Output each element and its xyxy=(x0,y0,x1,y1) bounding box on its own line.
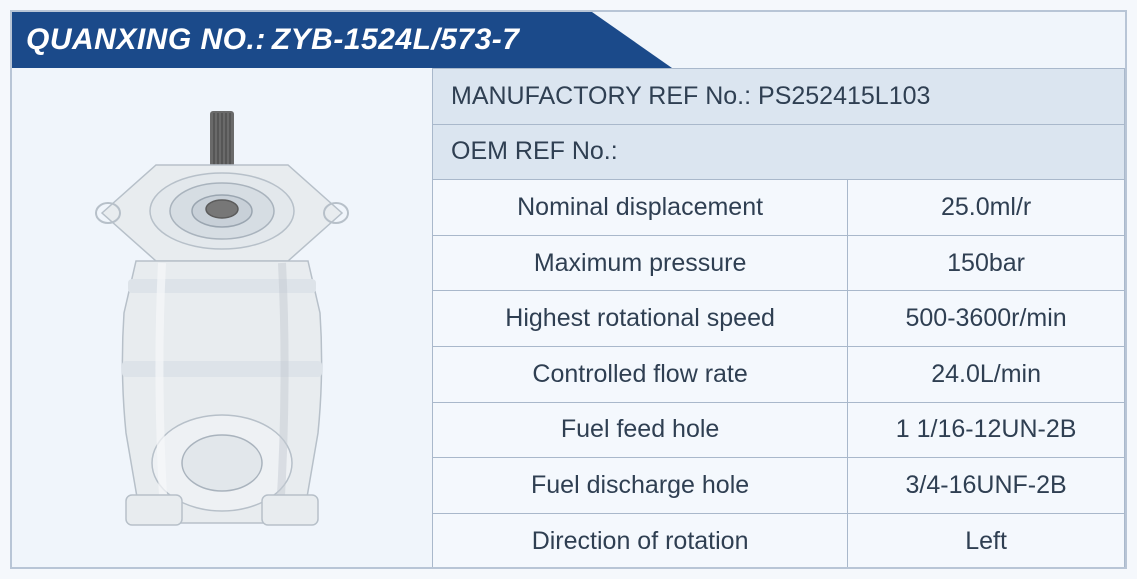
spec-value: Left xyxy=(848,513,1125,569)
pump-illustration xyxy=(62,103,382,533)
header-label: QUANXING NO.: xyxy=(26,23,266,57)
pump-flange-icon xyxy=(96,165,348,261)
spec-label: Fuel feed hole xyxy=(433,402,848,458)
spec-table: MANUFACTORY REF No.: PS252415L103 OEM RE… xyxy=(432,68,1125,569)
spec-value: 150bar xyxy=(848,235,1125,291)
spec-value: 25.0ml/r xyxy=(848,180,1125,236)
manufactory-ref-cell: MANUFACTORY REF No.: PS252415L103 xyxy=(433,69,1125,125)
manufactory-ref-value: PS252415L103 xyxy=(758,82,930,110)
oem-ref-cell: OEM REF No.: xyxy=(433,124,1125,180)
spec-value: 1 1/16-12UN-2B xyxy=(848,402,1125,458)
table-row: Direction of rotation Left xyxy=(433,513,1125,569)
product-image-panel xyxy=(12,68,432,567)
header-value: ZYB-1524L/573-7 xyxy=(272,23,520,57)
manufactory-ref-row: MANUFACTORY REF No.: PS252415L103 xyxy=(433,69,1125,125)
table-row: Highest rotational speed 500-3600r/min xyxy=(433,291,1125,347)
table-row: Maximum pressure 150bar xyxy=(433,235,1125,291)
table-row: Controlled flow rate 24.0L/min xyxy=(433,346,1125,402)
pump-body-icon xyxy=(122,261,322,523)
spec-value: 3/4-16UNF-2B xyxy=(848,458,1125,514)
spec-label: Maximum pressure xyxy=(433,235,848,291)
table-row: Nominal displacement 25.0ml/r xyxy=(433,180,1125,236)
manufactory-ref-label: MANUFACTORY REF No.: xyxy=(451,82,751,110)
table-row: Fuel feed hole 1 1/16-12UN-2B xyxy=(433,402,1125,458)
spec-label: Fuel discharge hole xyxy=(433,458,848,514)
content-row: MANUFACTORY REF No.: PS252415L103 OEM RE… xyxy=(12,68,1125,567)
spec-label: Nominal displacement xyxy=(433,180,848,236)
spec-label: Highest rotational speed xyxy=(433,291,848,347)
spec-label: Controlled flow rate xyxy=(433,346,848,402)
pump-shaft-icon xyxy=(210,111,234,167)
product-spec-card: QUANXING NO.: ZYB-1524L/573-7 xyxy=(10,10,1127,569)
spec-value: 500-3600r/min xyxy=(848,291,1125,347)
oem-ref-row: OEM REF No.: xyxy=(433,124,1125,180)
spec-label: Direction of rotation xyxy=(433,513,848,569)
header-banner: QUANXING NO.: ZYB-1524L/573-7 xyxy=(12,12,672,68)
table-row: Fuel discharge hole 3/4-16UNF-2B xyxy=(433,458,1125,514)
spec-value: 24.0L/min xyxy=(848,346,1125,402)
